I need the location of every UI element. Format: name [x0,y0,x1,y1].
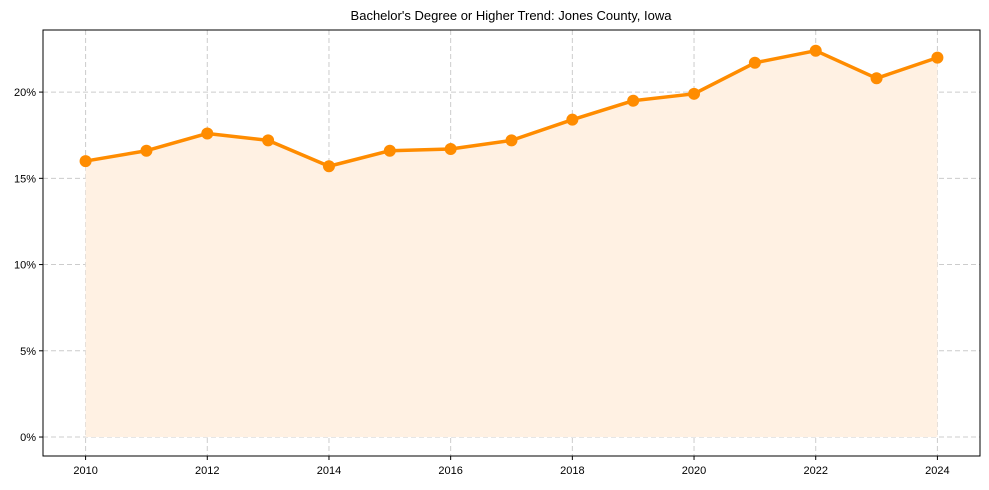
y-tick-label: 5% [20,346,36,358]
chart-title: Bachelor's Degree or Higher Trend: Jones… [351,8,673,23]
x-tick-label: 2024 [925,465,949,477]
data-point [809,44,822,57]
y-tick-label: 10% [14,260,36,272]
plot-frame [42,29,981,457]
data-point [870,72,883,85]
y-tick-label: 15% [14,173,36,185]
data-point [201,127,214,140]
x-tick-label: 2010 [73,465,97,477]
data-point [505,134,518,147]
data-point [931,51,944,64]
x-tick-label: 2012 [195,465,219,477]
data-point [748,56,761,69]
data-point [79,155,92,168]
y-tick-label: 0% [20,432,36,444]
area-fill [85,50,938,438]
y-axis: 0% 5% 10% 15% 20% [14,87,43,444]
data-point [627,94,640,107]
x-tick-label: 2018 [560,465,584,477]
x-tick-label: 2022 [803,465,827,477]
x-tick-label: 2020 [682,465,706,477]
y-tick-label: 20% [14,87,36,99]
x-axis: 2010 2012 2014 2016 2018 2020 2022 2024 [73,456,950,477]
data-point [688,87,701,100]
data-point [322,160,335,173]
data-point [566,113,579,126]
data-point [444,143,457,156]
data-markers [79,44,944,173]
x-tick-label: 2016 [438,465,462,477]
x-tick-label: 2014 [317,465,341,477]
data-point [140,144,153,157]
data-point [383,144,396,157]
data-point [262,134,275,147]
